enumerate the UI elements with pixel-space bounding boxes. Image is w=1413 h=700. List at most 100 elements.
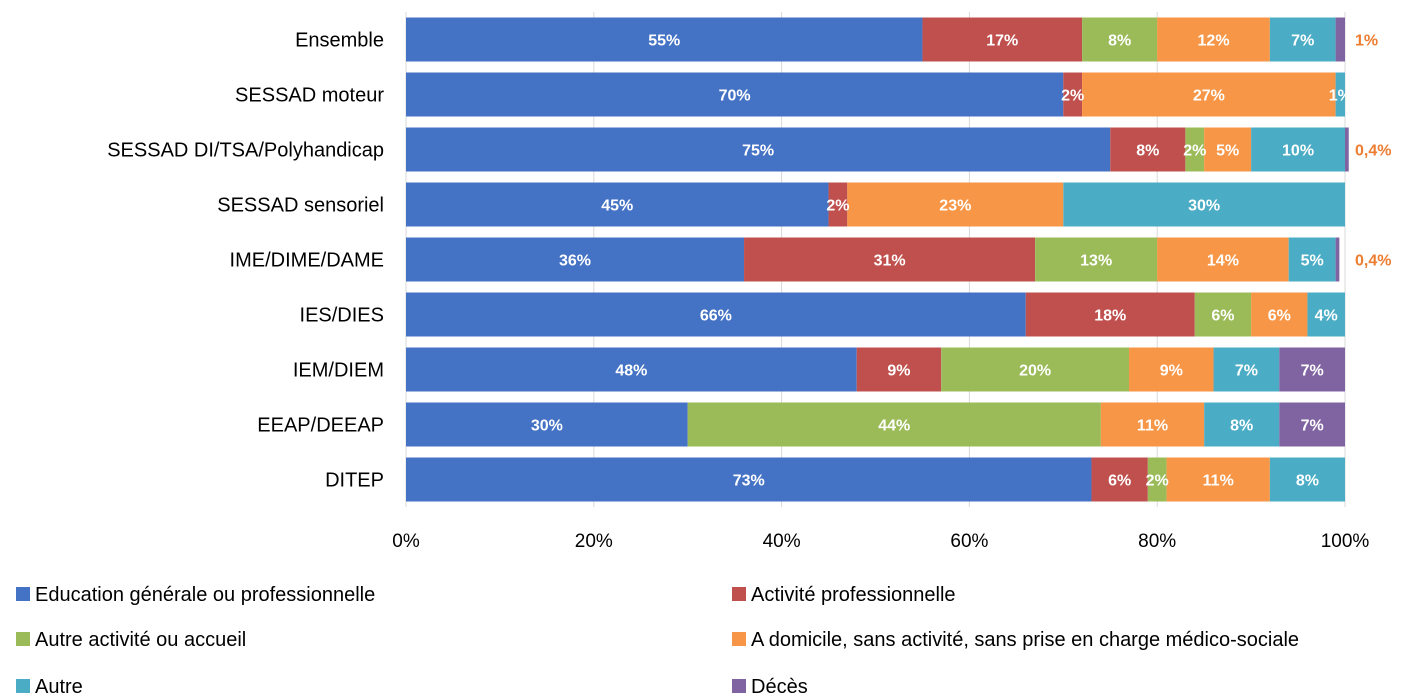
category-label: DITEP [325, 470, 384, 492]
bar-segment [1279, 402, 1345, 447]
x-tick-label: 80% [1138, 531, 1176, 552]
data-label: 70% [719, 88, 751, 105]
bar-segment [1082, 72, 1336, 117]
x-axis-ticks: 0% 20% 40% 60% 80% 100% [392, 531, 1369, 552]
data-label: 48% [615, 363, 647, 380]
bar-segment [922, 17, 1083, 62]
bar-segment [1082, 17, 1158, 62]
data-label: 8% [1230, 418, 1253, 435]
x-tick-label: 40% [763, 531, 801, 552]
data-label: 5% [1301, 253, 1324, 270]
data-label: 5% [1216, 143, 1239, 160]
data-label: 73% [733, 473, 765, 490]
data-label: 2% [1183, 143, 1206, 160]
legend-swatch [732, 587, 746, 601]
bar-segment [406, 17, 923, 62]
legend-swatch [16, 632, 30, 646]
bar-segment [1307, 292, 1345, 337]
category-label: EEAP/DEEAP [257, 415, 384, 437]
bar-segment [828, 182, 848, 227]
x-tick-label: 100% [1321, 531, 1370, 552]
legend-label: Autre [35, 676, 83, 698]
category-label: SESSAD DI/TSA/Polyhandicap [107, 140, 384, 162]
legend-item-a-domicile-sans-activite-sans-prise-en-charge-medico-sociale: A domicile, sans activité, sans prise en… [732, 629, 1299, 651]
data-label: 36% [559, 253, 591, 270]
bar-segment [1157, 237, 1289, 282]
legend-item-autre-activite-ou-accueil: Autre activité ou accueil [16, 629, 246, 651]
outside-data-label: 0,4% [1355, 143, 1391, 160]
x-tick-label: 20% [575, 531, 613, 552]
data-label: 9% [1160, 363, 1183, 380]
data-label: 55% [648, 33, 680, 50]
legend-swatch [732, 679, 746, 693]
data-label: 1% [1329, 88, 1352, 105]
x-tick-label: 60% [950, 531, 988, 552]
bar-segment [1035, 237, 1158, 282]
bar-segment [406, 292, 1026, 337]
data-label: 14% [1207, 253, 1239, 270]
bar-segment [847, 182, 1064, 227]
data-label: 18% [1094, 308, 1126, 325]
data-label: 30% [531, 418, 563, 435]
data-label: 6% [1108, 473, 1131, 490]
bar-segment [1204, 402, 1280, 447]
bar-segment [941, 347, 1130, 392]
data-label: 66% [700, 308, 732, 325]
bar-segment [1204, 127, 1252, 172]
bars [406, 17, 1349, 502]
category-label: SESSAD sensoriel [217, 195, 384, 217]
bar-segment [1213, 347, 1280, 392]
data-label: 11% [1203, 473, 1234, 490]
legend: Education générale ou professionnelle Act… [16, 584, 1299, 698]
bar-segment [1251, 127, 1345, 172]
legend-swatch [732, 632, 746, 646]
data-label: 10% [1282, 143, 1314, 160]
bar-segment [1063, 72, 1083, 117]
data-label: 9% [887, 363, 910, 380]
data-label: 2% [826, 198, 849, 215]
data-label: 7% [1301, 363, 1324, 380]
data-label: 13% [1080, 253, 1112, 270]
bar-segment [1100, 402, 1205, 447]
data-label: 23% [939, 198, 971, 215]
legend-swatch [16, 679, 30, 693]
bar-segment [1345, 127, 1349, 172]
data-label: 75% [742, 143, 774, 160]
bar-segment [406, 237, 745, 282]
data-label: 6% [1268, 308, 1291, 325]
legend-label: Décès [751, 676, 808, 698]
data-label: 44% [878, 418, 910, 435]
data-label: 8% [1136, 143, 1159, 160]
bar-segment [406, 402, 688, 447]
data-label: 20% [1019, 363, 1051, 380]
bar-segment [406, 457, 1092, 502]
category-label: Ensemble [295, 30, 384, 52]
bar-segment [406, 72, 1064, 117]
legend-swatch [16, 587, 30, 601]
category-label: IME/DIME/DAME [230, 250, 384, 272]
bar-segment [406, 182, 829, 227]
bar-segment [744, 237, 1036, 282]
data-label: 2% [1146, 473, 1169, 490]
bar-segment [1157, 17, 1270, 62]
data-label: 7% [1301, 418, 1324, 435]
data-label: 31% [874, 253, 906, 270]
bar-segment [1025, 292, 1195, 337]
bar-segment [1269, 17, 1336, 62]
legend-label: Activité professionnelle [751, 584, 956, 606]
bar-segment [1091, 457, 1148, 502]
bar-segment [1335, 17, 1345, 62]
data-label: 12% [1198, 33, 1230, 50]
data-labels: 55% 17% 8% 12% 7% 70% 2% 27% 1% 75% 8% 2% 5% 10% 45% 2%… [531, 33, 1352, 490]
bar-segment [856, 347, 942, 392]
bar-segment [1147, 457, 1167, 502]
bar-segment [1288, 237, 1336, 282]
data-label: 11% [1137, 418, 1168, 435]
legend-item-activite-professionnelle: Activité professionnelle [732, 584, 956, 606]
bar-segment [1335, 72, 1345, 117]
data-label: 17% [986, 33, 1018, 50]
bar-segment [1251, 292, 1308, 337]
x-tick-label: 0% [392, 531, 420, 552]
bar-segment [1166, 457, 1270, 502]
